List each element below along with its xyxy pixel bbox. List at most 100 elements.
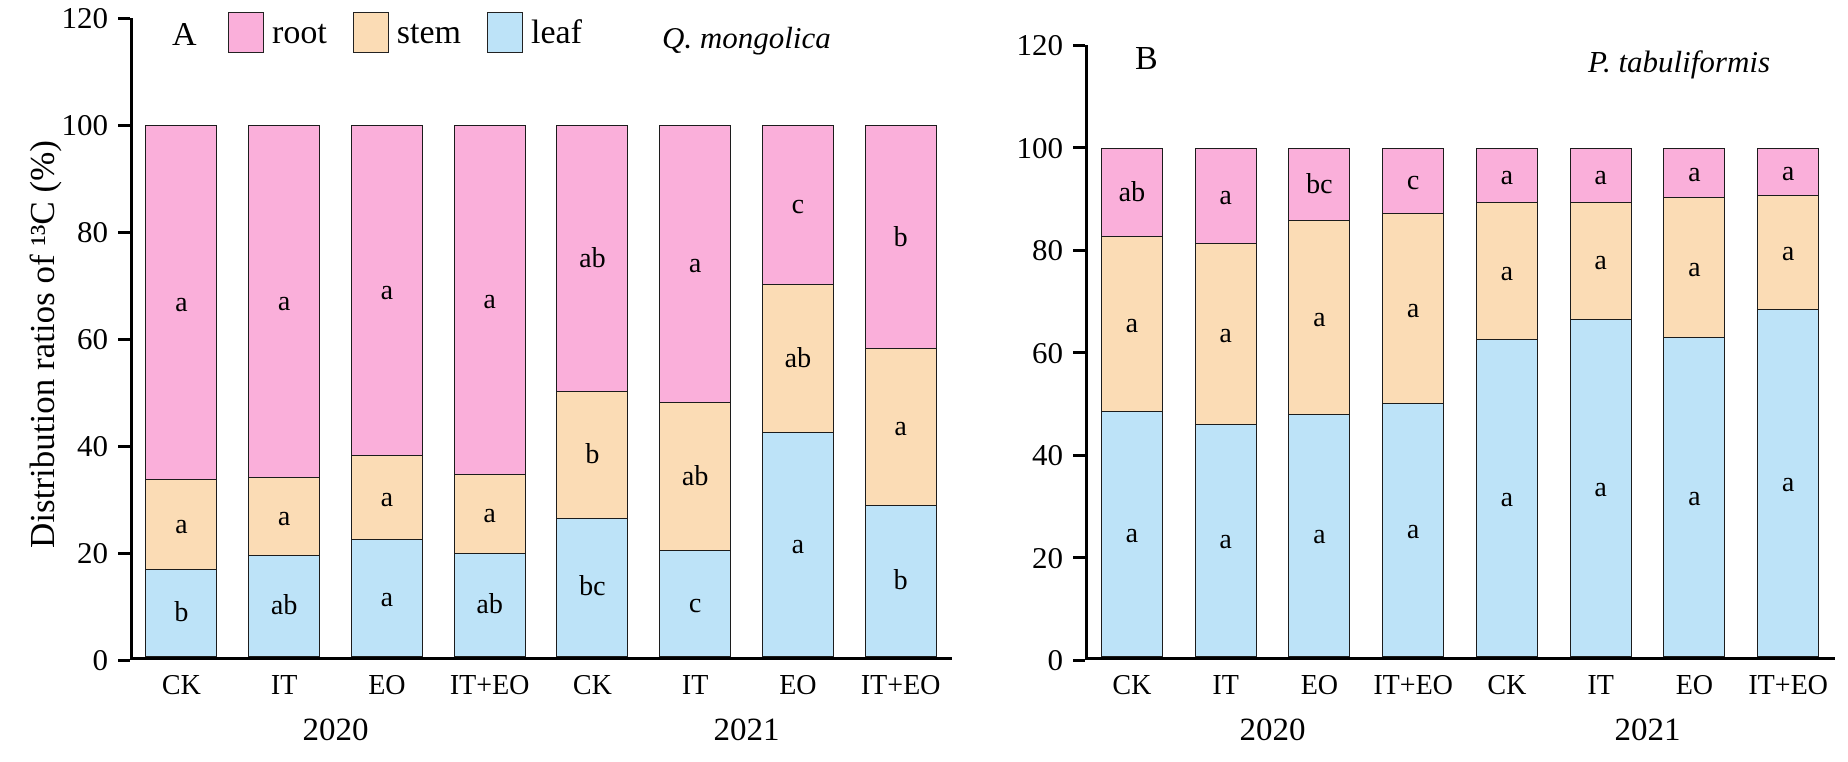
segment-stem: a <box>1757 194 1820 311</box>
y-tick-label: 100 <box>1016 129 1064 165</box>
segment-stem: a <box>1569 202 1632 321</box>
significance-letter: a <box>1500 482 1514 514</box>
significance-letter: a <box>1125 518 1139 549</box>
bar-B-3-EO: bc a a <box>1288 147 1351 657</box>
y-tick-label: 20 <box>1032 539 1063 575</box>
segment-stem: b <box>556 391 629 520</box>
bar-A-4-IT+EO: a a ab <box>453 125 526 657</box>
y-tick-label: 120 <box>61 0 109 35</box>
bar-A-7-EO: c ab a <box>761 125 834 657</box>
significance-letter: bc <box>1306 168 1333 200</box>
x-tick-label: CK <box>572 670 612 701</box>
significance-letter: a <box>175 508 188 540</box>
bar-B-8-IT+EO: a a a <box>1757 147 1820 657</box>
bar-B-6-IT: a a a <box>1569 147 1632 657</box>
bar-A-1-CK: a a b <box>145 125 218 657</box>
significance-letter: a <box>277 500 291 532</box>
segment-root: ab <box>1100 147 1163 238</box>
segment-leaf: a <box>350 539 423 657</box>
significance-letter: a <box>1406 292 1420 324</box>
y-tick-mark <box>118 444 130 448</box>
significance-letter: a <box>380 482 394 514</box>
segment-root: a <box>1569 147 1632 205</box>
significance-letter: a <box>1125 308 1139 340</box>
segment-stem: a <box>1475 202 1538 341</box>
legend: root stem leaf <box>228 12 582 53</box>
segment-leaf: c <box>659 550 732 657</box>
segment-leaf: b <box>145 568 218 657</box>
significance-letter: ab <box>270 590 298 622</box>
plot-area-B: ab a a a a a bc a a c a a a a a a a a a a a a a a <box>1085 45 1835 660</box>
panel-letter-A: A <box>172 16 197 53</box>
y-tick-mark <box>118 123 130 127</box>
significance-letter: c <box>1406 165 1420 196</box>
bar-B-4-IT+EO: c a a <box>1382 147 1445 657</box>
significance-letter: ab <box>1118 176 1146 208</box>
y-tick-mark <box>1073 556 1085 559</box>
legend-label: leaf <box>531 13 582 51</box>
legend-label: stem <box>396 13 461 51</box>
x-tick-label: IT <box>681 670 709 701</box>
x-tick-label: EO <box>1300 670 1339 701</box>
significance-letter: b <box>893 564 908 596</box>
y-tick-label: 80 <box>77 214 108 249</box>
significance-letter: a <box>791 528 805 560</box>
segment-stem: ab <box>659 401 732 552</box>
x-tick-label: CK <box>1487 670 1527 701</box>
segment-root: bc <box>1288 147 1351 222</box>
bar-A-6-IT: a ab c <box>659 125 732 657</box>
y-tick-label: 40 <box>1032 437 1063 472</box>
x-tick-label: IT <box>1587 670 1614 701</box>
significance-letter: a <box>1219 180 1232 212</box>
segment-root: a <box>248 125 321 479</box>
segment-leaf: ab <box>248 555 321 657</box>
y-tick-label: 100 <box>61 107 109 142</box>
segment-root: a <box>145 125 218 481</box>
segment-leaf: a <box>1100 411 1163 657</box>
y-tick-label: 20 <box>77 535 108 570</box>
y-tick-mark <box>118 337 130 341</box>
segment-leaf: a <box>1194 423 1257 657</box>
segment-leaf: b <box>864 504 937 657</box>
segment-leaf: a <box>1475 339 1538 657</box>
segment-leaf: a <box>1569 318 1632 657</box>
y-tick-mark <box>118 551 130 555</box>
segment-stem: a <box>248 476 321 557</box>
bar-A-5-CK: ab b bc <box>556 125 629 657</box>
segment-root: a <box>1663 147 1726 199</box>
significance-letter: a <box>1688 480 1701 512</box>
segment-leaf: a <box>1288 413 1351 657</box>
y-tick-mark <box>118 658 130 662</box>
significance-letter: a <box>1313 519 1326 551</box>
significance-letter: c <box>688 587 702 619</box>
year-group-label: 2020 <box>1239 712 1306 748</box>
significance-letter: a <box>1781 466 1795 498</box>
species-label-A: Q. mongolica <box>662 20 831 55</box>
x-tick-label: EO <box>779 670 817 701</box>
legend-item-root: root <box>228 12 327 53</box>
segment-stem: a <box>1382 212 1445 405</box>
segment-stem: a <box>350 455 423 541</box>
significance-letter: a <box>1500 159 1514 191</box>
significance-letter: a <box>1594 245 1607 277</box>
x-tick-label: EO <box>368 670 406 701</box>
significance-letter: a <box>380 582 394 614</box>
significance-letter: a <box>1313 301 1326 333</box>
y-tick-mark <box>1073 453 1085 457</box>
significance-letter: bc <box>579 571 606 603</box>
segment-stem: a <box>1194 243 1257 426</box>
segment-leaf: a <box>1663 336 1726 657</box>
legend-item-leaf: leaf <box>487 12 582 53</box>
segment-stem: a <box>145 479 218 571</box>
bar-B-7-EO: a a a <box>1663 147 1726 657</box>
legend-label: root <box>272 13 327 51</box>
significance-letter: a <box>483 498 496 530</box>
segment-root: a <box>350 125 423 457</box>
x-tick-label: EO <box>1675 670 1714 701</box>
segment-root: a <box>1194 147 1257 246</box>
x-tick-label: IT <box>1212 670 1239 701</box>
y-tick-label: 60 <box>77 321 108 356</box>
significance-letter: a <box>1688 251 1701 283</box>
significance-letter: a <box>1500 255 1514 287</box>
significance-letter: a <box>1781 236 1795 268</box>
